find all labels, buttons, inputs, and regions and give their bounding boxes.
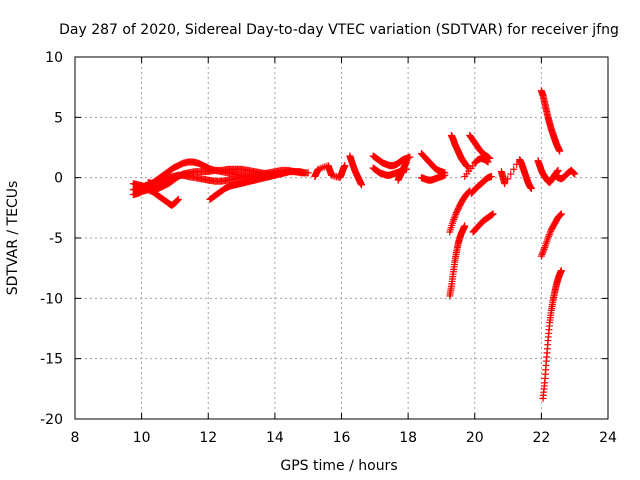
data-point — [557, 211, 565, 219]
data-point — [537, 252, 545, 260]
y-tick-label: 10 — [45, 50, 63, 66]
series-arc3 — [129, 186, 182, 209]
data-point — [510, 165, 518, 173]
data-point — [406, 153, 414, 161]
data-point — [539, 249, 547, 257]
series-arc6 — [311, 162, 349, 182]
data-point — [538, 250, 546, 258]
data-point — [451, 212, 459, 220]
data-point — [489, 210, 497, 218]
series-arc20 — [497, 156, 535, 193]
y-tick-label: -10 — [40, 291, 63, 307]
data-marks — [129, 87, 579, 402]
series-arc7 — [346, 152, 365, 189]
data-point — [546, 229, 554, 237]
data-point — [173, 197, 181, 205]
series-arc11 — [417, 150, 449, 177]
data-point — [301, 169, 309, 177]
data-point — [174, 195, 182, 203]
series-arc10 — [394, 158, 410, 184]
data-point — [450, 215, 458, 223]
data-point — [554, 166, 562, 174]
data-point — [487, 172, 495, 180]
axis-ticks — [74, 56, 609, 420]
series-arc21 — [534, 157, 562, 186]
series-arc18 — [469, 210, 497, 236]
x-tick-label: 24 — [599, 430, 617, 446]
data-point — [504, 175, 512, 183]
series-arc5 — [206, 168, 309, 203]
data-point — [540, 245, 548, 253]
y-tick-label: 5 — [54, 110, 63, 126]
series-arc22 — [537, 87, 564, 155]
data-point — [556, 211, 564, 219]
y-tick-label: -20 — [40, 412, 63, 428]
data-point — [539, 247, 547, 255]
tick-labels: 8 10 12 14 16 18 20 22 24 -20 -15 -10 -5 0 5 10 — [40, 50, 617, 446]
data-point — [544, 234, 552, 242]
x-tick-label: 16 — [333, 430, 351, 446]
y-axis-label: SDTVAR / TECUs — [5, 181, 21, 296]
series-arc17 — [467, 172, 495, 197]
chart-title: Day 287 of 2020, Sidereal Day-to-day VTE… — [59, 22, 619, 38]
data-point — [449, 217, 457, 225]
series-arc4 — [144, 166, 312, 188]
series-arc24 — [539, 267, 565, 402]
data-point — [174, 196, 182, 204]
series-arc12 — [417, 171, 449, 184]
series-arc19 — [461, 154, 492, 180]
data-point — [484, 158, 492, 166]
data-point — [570, 169, 578, 177]
y-tick-label: -5 — [49, 231, 63, 247]
data-point — [452, 210, 460, 218]
x-tick-label: 8 — [71, 430, 80, 446]
data-point — [461, 222, 469, 230]
data-point — [527, 185, 535, 193]
data-point — [545, 232, 553, 240]
data-point — [545, 231, 553, 239]
y-tick-label: 0 — [54, 171, 63, 187]
x-tick-label: 10 — [133, 430, 151, 446]
data-point — [571, 170, 579, 178]
x-tick-label: 20 — [466, 430, 484, 446]
x-tick-label: 14 — [266, 430, 284, 446]
data-point — [402, 158, 410, 166]
x-tick-label: 18 — [399, 430, 417, 446]
series-arc25 — [551, 166, 579, 183]
grid-lines — [75, 57, 608, 419]
data-point — [357, 181, 365, 189]
y-tick-label: -15 — [40, 352, 63, 368]
data-point — [507, 170, 515, 178]
series-arc13 — [447, 131, 472, 171]
data-point — [341, 162, 349, 170]
x-tick-label: 12 — [199, 430, 217, 446]
series-arc23 — [537, 210, 565, 260]
data-point — [557, 210, 565, 218]
data-point — [557, 267, 565, 275]
x-axis-label: GPS time / hours — [280, 458, 397, 474]
data-point — [569, 169, 577, 177]
data-point — [441, 171, 449, 179]
series-arc8 — [369, 152, 414, 170]
x-tick-label: 22 — [532, 430, 550, 446]
data-point — [450, 214, 458, 222]
data-point — [556, 147, 564, 155]
series-arc15 — [446, 187, 474, 236]
series-arc14 — [446, 222, 469, 300]
data-point — [501, 180, 509, 188]
